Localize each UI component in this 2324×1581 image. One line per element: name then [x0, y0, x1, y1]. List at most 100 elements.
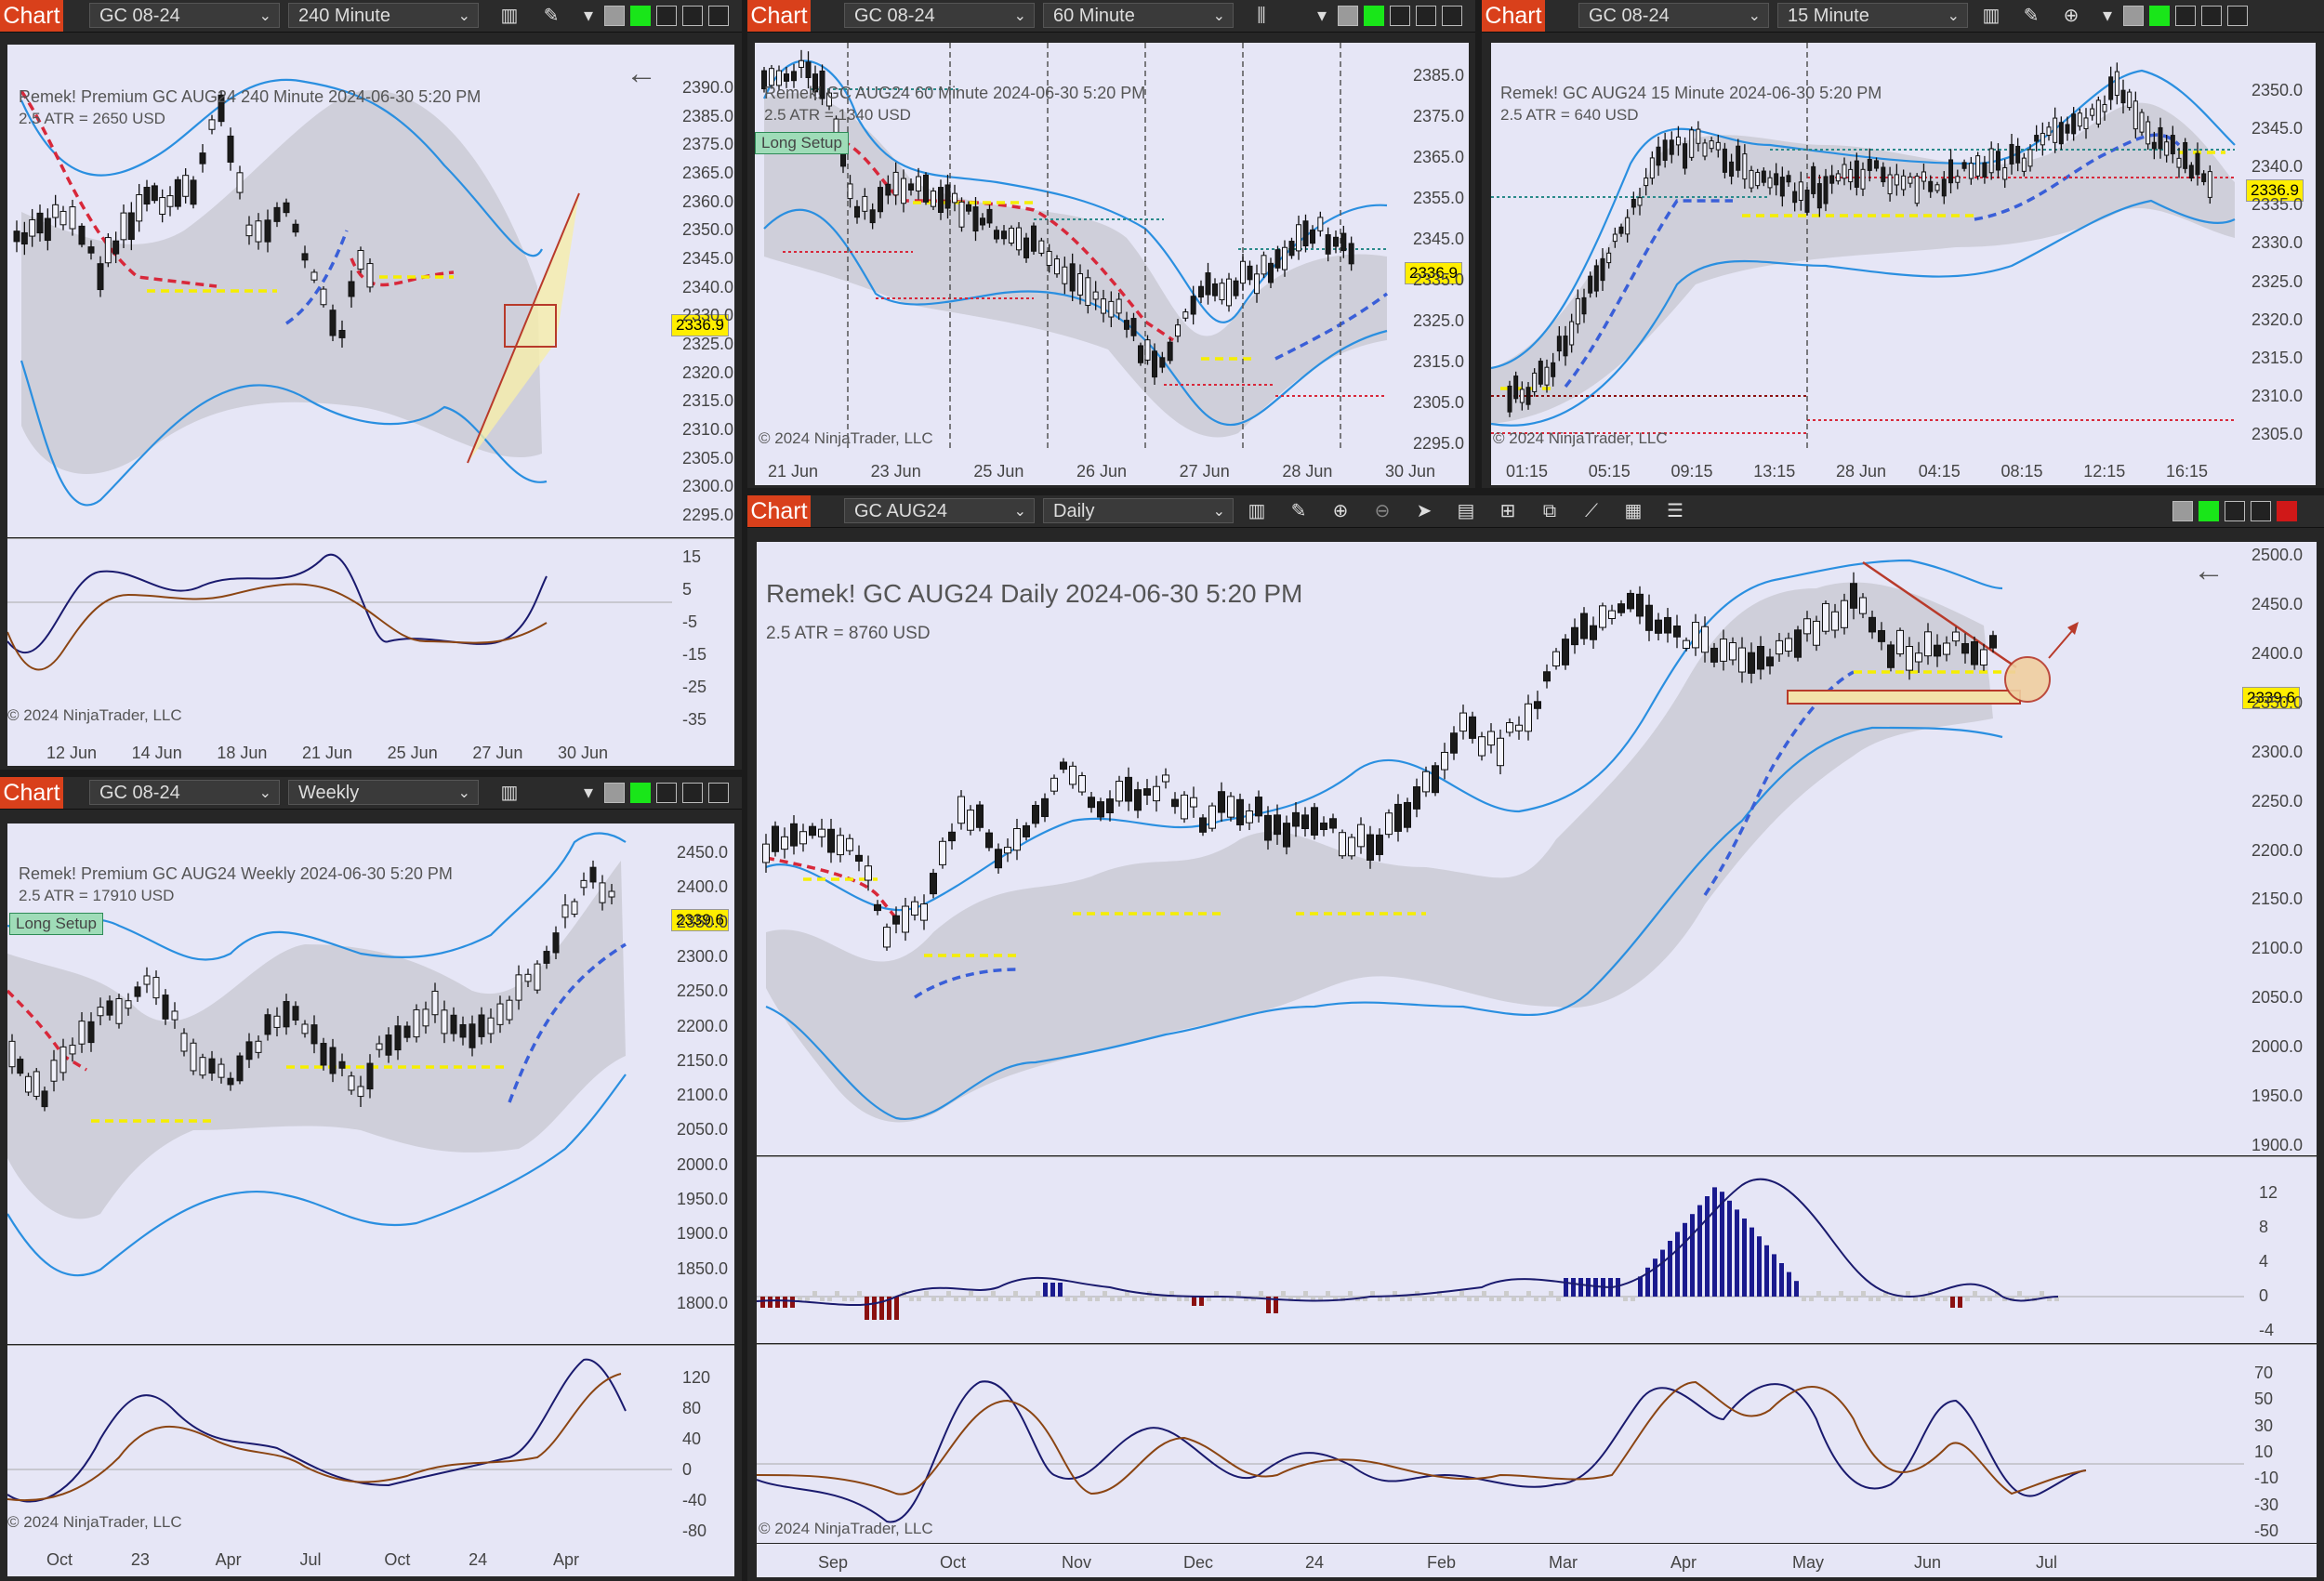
price-axis[interactable] — [672, 45, 734, 537]
restore-button[interactable] — [708, 6, 729, 26]
restore-button[interactable] — [2227, 6, 2248, 26]
oscillator-axis[interactable] — [672, 1346, 734, 1541]
list-icon[interactable]: ☰ — [1667, 501, 1684, 521]
restore-button[interactable] — [1442, 6, 1462, 26]
price-panel-240[interactable]: ← Remek! Premium GC AUG24 240 Minute 202… — [7, 45, 672, 537]
candle-body — [819, 70, 825, 99]
drawing-tool-icon[interactable]: ✎ — [1290, 501, 1307, 521]
maximize-button[interactable] — [682, 6, 703, 26]
price-panel-60[interactable]: Remek! GC AUG24 60 Minute 2024-06-30 5:2… — [755, 43, 1406, 452]
chart-menu-button[interactable]: Chart — [0, 777, 63, 809]
histogram-panel[interactable] — [757, 1157, 2244, 1343]
price-panel-15[interactable]: Remek! GC AUG24 15 Minute 2024-06-30 5:2… — [1491, 43, 2249, 452]
chevron-down-icon: ⌄ — [457, 8, 470, 24]
instrument-selector[interactable]: GC 08-24 ⌄ — [89, 780, 280, 805]
oscillator-panel[interactable]: © 2024 NinjaTrader, LLC — [7, 539, 672, 725]
price-axis[interactable] — [2244, 542, 2317, 1155]
interval-selector[interactable]: 15 Minute ⌄ — [1777, 3, 1968, 28]
window-color-button[interactable] — [630, 6, 651, 26]
candle-body — [1720, 639, 1727, 662]
price-panel-weekly[interactable]: Remek! Premium GC AUG24 Weekly 2024-06-3… — [7, 823, 672, 1344]
window-link-button[interactable] — [604, 783, 625, 803]
window-color-button[interactable] — [1364, 6, 1384, 26]
oscillator-panel-daily[interactable]: © 2024 NinjaTrader, LLC — [757, 1345, 2244, 1543]
window-link-button[interactable] — [1338, 6, 1358, 26]
window-link-button[interactable] — [2123, 6, 2144, 26]
chart-style-icon[interactable]: ▥ — [500, 783, 519, 803]
price-axis[interactable] — [1406, 43, 1469, 452]
price-axis[interactable] — [2249, 43, 2316, 452]
time-axis[interactable] — [7, 725, 734, 766]
maximize-button[interactable] — [2251, 501, 2271, 521]
candle-body — [1766, 656, 1774, 666]
instrument-selector[interactable]: GC 08-24 ⌄ — [844, 3, 1035, 28]
interval-selector[interactable]: 60 Minute ⌄ — [1043, 3, 1234, 28]
minimize-button[interactable] — [2175, 6, 2196, 26]
atr-label: 2.5 ATR = 1340 USD — [764, 106, 911, 124]
maximize-button[interactable] — [2201, 6, 2222, 26]
data-box-icon[interactable]: ▤ — [1457, 501, 1475, 521]
strategies-icon[interactable]: ⟋ — [1585, 501, 1598, 521]
oscillator-panel-weekly[interactable]: © 2024 NinjaTrader, LLC — [7, 1346, 672, 1541]
interval-selector[interactable]: Weekly ⌄ — [288, 780, 479, 805]
candle-body — [413, 1008, 420, 1038]
chart-menu-button[interactable]: Chart — [747, 0, 811, 32]
instrument-selector[interactable]: GC AUG24 ⌄ — [844, 498, 1035, 523]
axis-tick-label: 25 Jun — [387, 744, 438, 762]
window-link-button[interactable] — [604, 6, 625, 26]
candle-body — [1816, 183, 1822, 209]
dropdown-arrow-icon[interactable]: ▾ — [583, 6, 594, 26]
chart-style-icon[interactable]: ▥ — [1248, 501, 1266, 521]
oscillator-axis[interactable] — [672, 539, 734, 725]
close-button[interactable] — [2277, 501, 2297, 521]
candle-body — [938, 187, 944, 214]
back-arrow-icon[interactable]: ← — [626, 56, 657, 91]
chart-style-icon[interactable]: ▥ — [500, 6, 519, 26]
templates-icon[interactable]: ▦ — [1624, 501, 1643, 521]
restore-button[interactable] — [708, 783, 729, 803]
window-color-button[interactable] — [630, 783, 651, 803]
time-axis[interactable] — [7, 1541, 734, 1576]
time-axis[interactable] — [757, 1544, 2317, 1577]
candle-body — [208, 1058, 216, 1074]
time-axis[interactable] — [1491, 452, 2316, 485]
interval-selector[interactable]: Daily ⌄ — [1043, 498, 1234, 523]
minimize-button[interactable] — [656, 6, 677, 26]
window-link-button[interactable] — [2172, 501, 2193, 521]
time-axis[interactable] — [755, 452, 1469, 485]
chart-menu-button[interactable]: Chart — [0, 0, 63, 32]
zoom-in-icon[interactable]: ⊕ — [2063, 6, 2080, 26]
indicators-icon[interactable]: ⧉ — [1542, 501, 1557, 521]
chart-menu-button[interactable]: Chart — [1482, 0, 1545, 32]
window-color-button[interactable] — [2199, 501, 2219, 521]
drawing-tool-icon[interactable]: ✎ — [2023, 6, 2040, 26]
instrument-selector[interactable]: GC 08-24 ⌄ — [1578, 3, 1769, 28]
candle-body — [920, 903, 928, 921]
dropdown-arrow-icon[interactable]: ▾ — [583, 783, 594, 803]
axis-tick-label: Sep — [818, 1553, 849, 1572]
maximize-button[interactable] — [682, 783, 703, 803]
back-arrow-icon[interactable]: ← — [2193, 553, 2225, 588]
zoom-in-icon[interactable]: ⊕ — [1332, 501, 1349, 521]
minimize-button[interactable] — [656, 783, 677, 803]
axis-tick-label: 01:15 — [1506, 462, 1549, 481]
drawing-tool-icon[interactable]: ✎ — [543, 6, 560, 26]
instrument-selector[interactable]: GC 08-24 ⌄ — [89, 3, 280, 28]
window-color-button[interactable] — [2149, 6, 2170, 26]
chart-style-icon[interactable]: ⫼ — [1257, 6, 1266, 26]
maximize-button[interactable] — [1416, 6, 1436, 26]
dropdown-arrow-icon[interactable]: ▾ — [1316, 6, 1327, 26]
oscillator-axis[interactable] — [2244, 1345, 2317, 1543]
interval-selector[interactable]: 240 Minute ⌄ — [288, 3, 479, 28]
chart-style-icon[interactable]: ▥ — [1982, 6, 2000, 26]
minimize-button[interactable] — [2225, 501, 2245, 521]
properties-icon[interactable]: ⊞ — [1499, 501, 1516, 521]
chart-menu-button[interactable]: Chart — [747, 495, 811, 527]
histogram-axis[interactable] — [2244, 1157, 2317, 1343]
price-panel-daily[interactable]: ← Remek! GC AUG24 Daily 2024-06-30 5:20 … — [757, 542, 2244, 1155]
zoom-out-icon[interactable]: ⊖ — [1374, 501, 1391, 521]
candle-body — [1767, 177, 1773, 189]
dropdown-arrow-icon[interactable]: ▾ — [2102, 6, 2113, 26]
minimize-button[interactable] — [1390, 6, 1410, 26]
pointer-icon[interactable]: ➤ — [1416, 501, 1433, 521]
